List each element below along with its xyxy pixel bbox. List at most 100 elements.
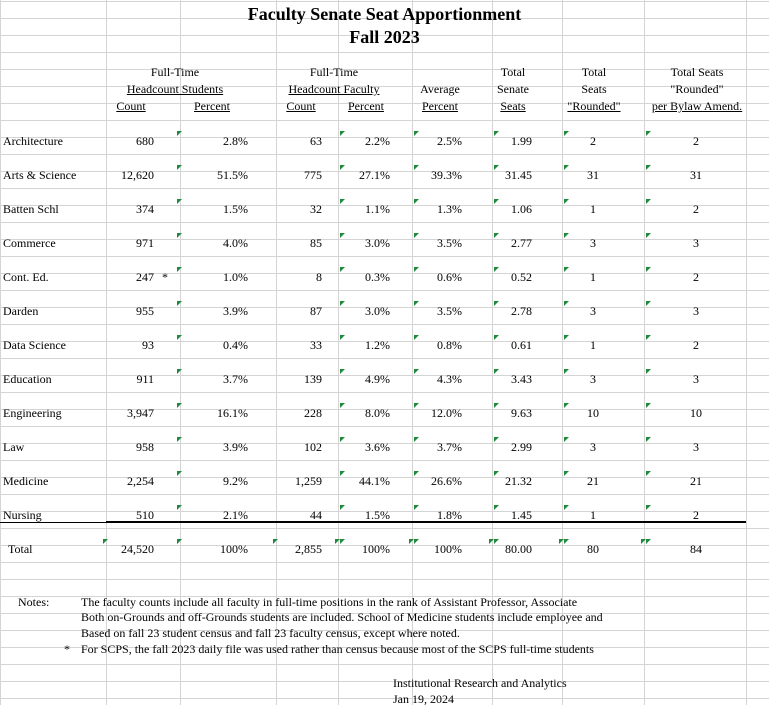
faculty-percent-cell: 4.9%: [365, 372, 390, 386]
error-indicator-icon: [494, 301, 499, 306]
error-indicator-icon: [564, 131, 569, 136]
student-percent-cell: 9.2%: [223, 474, 248, 488]
bylaw-seats-cell: 2: [693, 270, 699, 284]
faculty-count-cell: 87: [310, 304, 322, 318]
error-indicator-icon: [564, 437, 569, 442]
senate-seats-header-line2: Senate: [497, 82, 529, 96]
bylaw-seats-cell: 21: [690, 474, 702, 488]
error-indicator-icon: [340, 165, 345, 170]
error-indicator-icon: [494, 369, 499, 374]
column-gridline: [644, 0, 645, 705]
school-name-cell: Darden: [3, 304, 39, 318]
rounded-seats-cell: 3: [590, 236, 596, 250]
bylaw-seats-cell: 2: [693, 134, 699, 148]
faculty-percent-cell: 27.1%: [359, 168, 390, 182]
rounded-seats-cell: 10: [587, 406, 599, 420]
student-count-cell: 3,947: [127, 406, 154, 420]
student-count-footnote-mark: [160, 405, 170, 422]
error-indicator-icon: [646, 403, 651, 408]
senate-seats-cell: 0.52: [511, 270, 532, 284]
error-indicator-icon: [177, 539, 182, 544]
average-percent-cell: 1.3%: [437, 202, 462, 216]
faculty-count-header: Count: [286, 99, 316, 113]
rounded-seats-cell: 1: [590, 202, 596, 216]
error-indicator-icon: [340, 539, 345, 544]
student-count-cell: 12,620: [121, 168, 154, 182]
error-indicator-icon: [564, 267, 569, 272]
note-line-3: Based on fall 23 student census and fall…: [81, 626, 460, 640]
average-percent-cell: 1.8%: [437, 508, 462, 522]
note-line-1: The faculty counts include all faculty i…: [81, 595, 578, 609]
average-percent-cell: 3.5%: [437, 236, 462, 250]
error-indicator-icon: [340, 199, 345, 204]
error-indicator-icon: [494, 165, 499, 170]
school-name-cell: Total: [8, 542, 33, 556]
error-indicator-icon: [564, 539, 569, 544]
student-count-cell: 510: [136, 508, 154, 522]
bylaw-seats-cell: 2: [693, 508, 699, 522]
student-percent-cell: 16.1%: [217, 406, 248, 420]
error-indicator-icon: [559, 539, 564, 544]
faculty-percent-cell: 3.6%: [365, 440, 390, 454]
student-percent-cell: 51.5%: [217, 168, 248, 182]
student-count-footnote-mark: [160, 541, 170, 558]
student-percent-cell: 2.1%: [223, 508, 248, 522]
faculty-percent-header: Percent: [348, 99, 384, 113]
senate-seats-header-line3: Seats: [500, 99, 526, 113]
senate-seats-cell: 2.99: [511, 440, 532, 454]
error-indicator-icon: [340, 437, 345, 442]
faculty-percent-cell: 44.1%: [359, 474, 390, 488]
school-name-cell: Law: [3, 440, 25, 454]
school-name-cell: Medicine: [3, 474, 49, 488]
faculty-percent-cell: 3.0%: [365, 304, 390, 318]
student-count-cell: 374: [136, 202, 154, 216]
student-count-cell: 2,254: [127, 474, 154, 488]
student-count-footnote-mark: [160, 337, 170, 354]
error-indicator-icon: [177, 131, 182, 136]
faculty-percent-cell: 0.3%: [365, 270, 390, 284]
error-indicator-icon: [564, 165, 569, 170]
error-indicator-icon: [340, 471, 345, 476]
average-percent-cell: 4.3%: [437, 372, 462, 386]
error-indicator-icon: [564, 403, 569, 408]
school-name-cell: Cont. Ed.: [3, 270, 49, 284]
column-gridline: [338, 0, 339, 705]
error-indicator-icon: [177, 335, 182, 340]
error-indicator-icon: [646, 199, 651, 204]
error-indicator-icon: [340, 301, 345, 306]
student-percent-cell: 3.9%: [223, 440, 248, 454]
faculty-percent-cell: 1.5%: [365, 508, 390, 522]
average-percent-cell: 3.7%: [437, 440, 462, 454]
error-indicator-icon: [564, 369, 569, 374]
column-gridline: [746, 0, 747, 705]
student-percent-cell: 100%: [220, 542, 248, 556]
rounded-seats-cell: 1: [590, 270, 596, 284]
error-indicator-icon: [414, 539, 419, 544]
students-count-header: Count: [116, 99, 146, 113]
error-indicator-icon: [646, 471, 651, 476]
school-name-cell: Education: [3, 372, 52, 386]
average-percent-cell: 26.6%: [431, 474, 462, 488]
error-indicator-icon: [646, 165, 651, 170]
senate-seats-cell: 3.43: [511, 372, 532, 386]
school-name-cell: Architecture: [3, 134, 63, 148]
faculty-count-cell: 775: [304, 168, 322, 182]
faculty-percent-cell: 1.1%: [365, 202, 390, 216]
error-indicator-icon: [494, 471, 499, 476]
student-count-cell: 93: [142, 338, 154, 352]
column-gridline: [562, 0, 563, 705]
notes-label: Notes:: [18, 595, 50, 609]
error-indicator-icon: [414, 369, 419, 374]
error-indicator-icon: [646, 335, 651, 340]
error-indicator-icon: [177, 471, 182, 476]
sheet-subtitle: Fall 2023: [349, 27, 420, 47]
rounded-seats-cell: 31: [587, 168, 599, 182]
faculty-count-cell: 102: [304, 440, 322, 454]
error-indicator-icon: [177, 437, 182, 442]
average-percent-cell: 39.3%: [431, 168, 462, 182]
error-indicator-icon: [646, 301, 651, 306]
error-indicator-icon: [641, 539, 646, 544]
nursing-underline: [0, 522, 106, 523]
rounded-seats-cell: 21: [587, 474, 599, 488]
error-indicator-icon: [340, 403, 345, 408]
